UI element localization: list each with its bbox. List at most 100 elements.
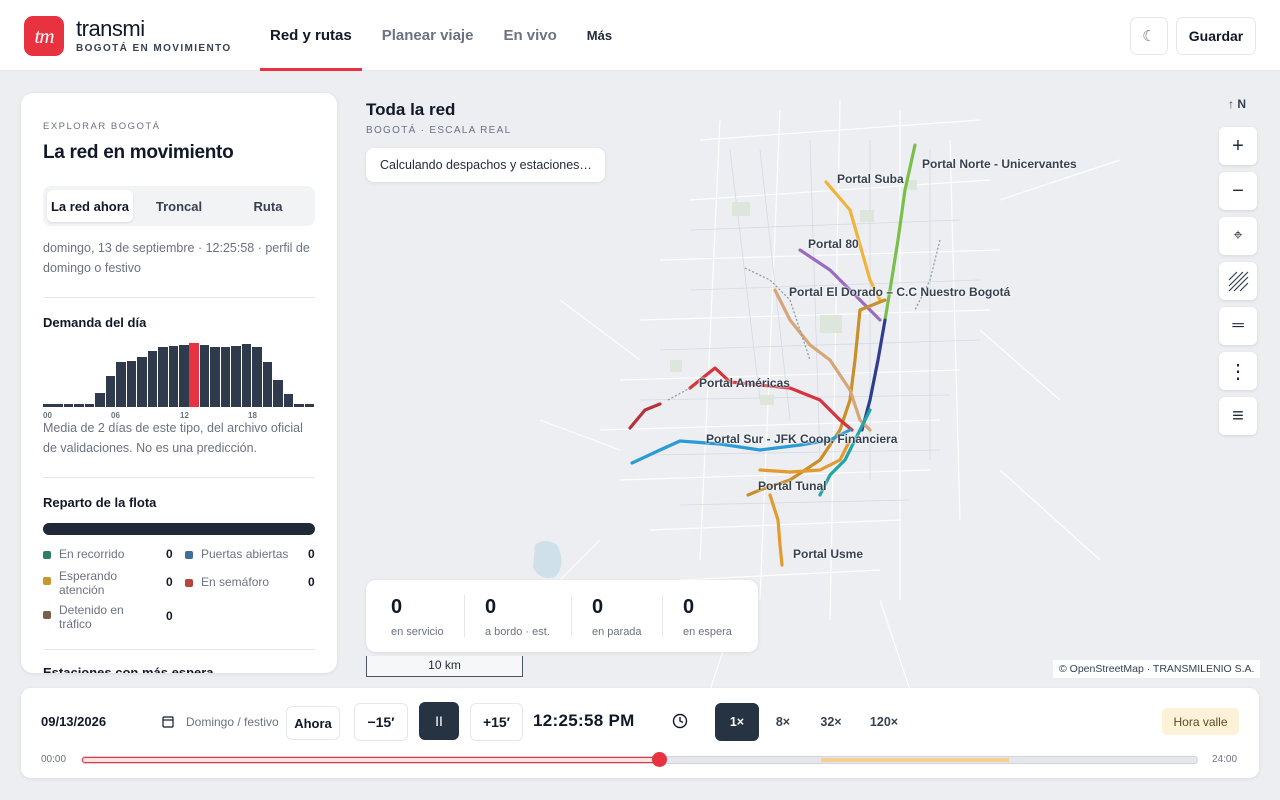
portal-label[interactable]: Portal Usme (793, 547, 864, 561)
list-button[interactable]: ≡ (1219, 397, 1257, 435)
now-button[interactable]: Ahora (286, 706, 340, 740)
forward-15-button[interactable]: +15′ (470, 703, 523, 741)
theme-toggle-button[interactable]: ☾ (1130, 17, 1168, 55)
rail-corridor (667, 239, 941, 401)
fleet-legend-detenido: Detenido en tráfico 0 (43, 603, 178, 633)
map-attribution[interactable]: © OpenStreetMap · TRANSMILENIO S.A. (1053, 660, 1261, 678)
legend-value: 0 (166, 547, 173, 561)
top-bar: tm transmi BOGOTÁ EN MOVIMIENTO Red y ru… (0, 0, 1280, 71)
speed-1x[interactable]: 1× (715, 703, 759, 741)
stat-label: en servicio (391, 626, 444, 638)
save-button[interactable]: Guardar (1176, 17, 1256, 55)
legend-value: 0 (308, 575, 315, 589)
timeline-handle[interactable] (652, 752, 668, 767)
sidebar-title: La red en movimiento (43, 142, 234, 163)
portal-label[interactable]: Portal Américas (699, 376, 790, 390)
timeline-start: 00:00 (41, 754, 67, 765)
period-badge: Hora valle (1162, 708, 1239, 735)
divider (43, 649, 315, 650)
minor-streets (639, 139, 981, 506)
map-subtitle: BOGOTÁ · ESCALA REAL (366, 125, 512, 136)
portal-label[interactable]: Portal Norte - Unicervantes (922, 157, 1077, 171)
tab-red-ahora[interactable]: La red ahora (47, 190, 133, 222)
day-profile: Domingo / festivo (186, 715, 279, 729)
demand-tick: 06 (111, 411, 120, 420)
stat-label: en parada (592, 626, 642, 638)
speed-32x[interactable]: 32× (820, 715, 842, 729)
portal-label[interactable]: Portal Tunal (758, 479, 827, 493)
demand-bar (63, 404, 74, 407)
demand-bar (137, 357, 147, 407)
water-body (533, 541, 562, 578)
north-indicator: ↑ N (1228, 97, 1246, 111)
demand-bar (252, 347, 262, 407)
portal-label[interactable]: Portal Suba (837, 172, 904, 186)
green-areas (670, 180, 917, 405)
sim-clock: 12:25:58 PM (533, 711, 635, 730)
app-logo[interactable]: tm (24, 16, 64, 56)
zoom-out-button[interactable]: − (1219, 172, 1257, 210)
tab-troncal[interactable]: Troncal (155, 198, 203, 214)
lines-icon: ═ (1232, 317, 1244, 334)
demand-bar (220, 347, 231, 407)
speed-8x[interactable]: 8× (775, 715, 791, 729)
demand-bar (262, 362, 273, 407)
demand-bar (43, 404, 53, 407)
nav-mas[interactable]: Más (586, 28, 613, 43)
portal-label[interactable]: Portal 80 (808, 237, 859, 251)
nav-planear-viaje[interactable]: Planear viaje (381, 27, 474, 44)
brand-tagline: BOGOTÁ EN MOVIMIENTO (76, 43, 232, 54)
stats-card: 0 en servicio 0 a bordo · est. 0 en para… (366, 580, 758, 652)
demand-bar (84, 404, 95, 407)
demand-bar (210, 347, 220, 407)
fleet-legend-en-recorrido: En recorrido 0 (43, 547, 178, 563)
demand-bar (189, 343, 199, 407)
fleet-legend-puertas-abiertas: Puertas abiertas 0 (185, 547, 320, 563)
more-options-button[interactable]: ⋮ (1219, 352, 1257, 390)
stat-value: 0 (683, 596, 695, 618)
legend-label: En recorrido (59, 547, 125, 561)
zoom-in-button[interactable]: + (1219, 127, 1257, 165)
speed-120x[interactable]: 120× (869, 715, 899, 729)
legend-label: Puertas abiertas (201, 547, 289, 561)
locate-button[interactable]: ⌖ (1219, 217, 1257, 255)
demand-bar (158, 347, 168, 407)
portal-label[interactable]: Portal El Dorado – C.C Nuestro Bogotá (789, 285, 1011, 299)
stat-label: en espera (683, 626, 732, 638)
legend-swatch (43, 577, 51, 585)
legend-swatch (185, 579, 193, 587)
demand-ticks: 00 06 12 18 (43, 411, 315, 421)
back-15-button[interactable]: −15′ (354, 703, 408, 741)
legend-value: 0 (308, 547, 315, 561)
time-controls: 09/13/2026 Domingo / festivo Ahora −15′ … (21, 688, 1259, 778)
scale-bar: 10 km (366, 656, 523, 677)
stat-label: a bordo · est. (485, 626, 550, 638)
calendar-icon[interactable] (162, 714, 174, 731)
brand: transmi BOGOTÁ EN MOVIMIENTO (76, 16, 232, 54)
demand-note: Media de 2 días de este tipo, del archiv… (43, 421, 303, 455)
date-input[interactable]: 09/13/2026 (41, 714, 107, 729)
hatch-layer-button[interactable] (1219, 262, 1257, 300)
nav-en-vivo[interactable]: En vivo (503, 27, 557, 44)
stat-value: 0 (485, 596, 497, 618)
pause-button[interactable]: II (419, 702, 459, 740)
tab-ruta[interactable]: Ruta (253, 198, 283, 214)
nav-red-y-rutas[interactable]: Red y rutas (260, 0, 362, 71)
demand-bar (147, 351, 158, 407)
demand-chart (43, 341, 315, 407)
stat-value: 0 (592, 596, 604, 618)
plus-icon: + (1232, 134, 1244, 157)
timeline-end: 24:00 (1212, 754, 1238, 765)
portal-label[interactable]: Portal Sur - JFK Coop. Financiera (706, 432, 898, 446)
demand-bar (304, 404, 315, 407)
fleet-legend-esperando: Esperando atención 0 (43, 569, 178, 599)
list-icon: ≡ (1232, 404, 1244, 427)
timeline-slider[interactable] (81, 752, 1198, 767)
crosshair-icon: ⌖ (1233, 227, 1243, 244)
hatch-icon (1228, 271, 1249, 292)
lines-layer-button[interactable]: ═ (1219, 307, 1257, 345)
legend-label: En semáforo (201, 575, 270, 589)
clock-icon[interactable] (672, 713, 688, 734)
demand-bar (95, 393, 105, 407)
peak-band-evening (821, 758, 1009, 762)
